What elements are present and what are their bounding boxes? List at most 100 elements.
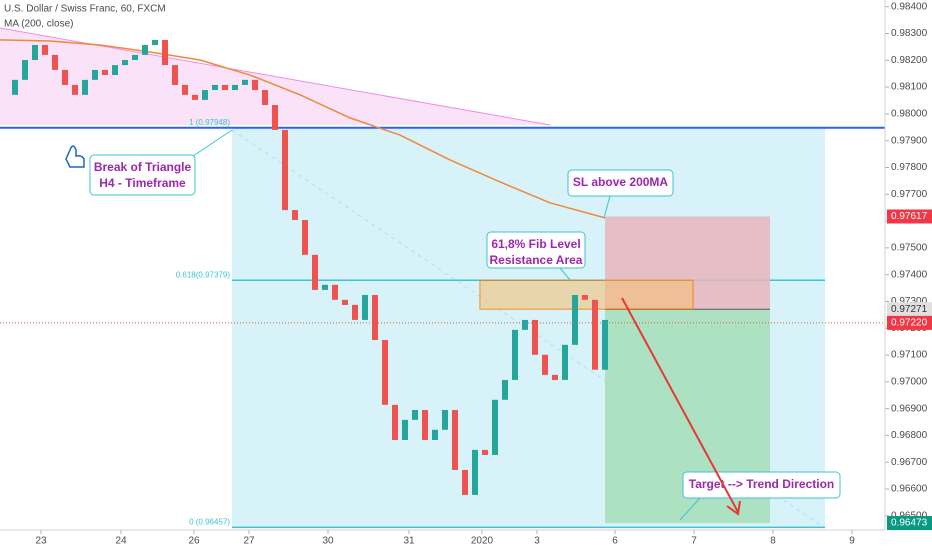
y-tick-label: 0.96800 [891,430,928,441]
candle-body [172,65,178,85]
candle-body [382,340,388,405]
price-label-bg [887,209,932,224]
y-tick-label: 0.97100 [891,350,928,361]
candle-body [232,84,238,91]
y-tick-label: 0.97300 [891,296,928,307]
resistance-zone [479,279,694,310]
candle-body [352,304,358,320]
candle-body [502,379,508,400]
callout-text: H4 - Timeframe [99,176,186,190]
y-tick-label: 0.96500 [891,510,928,521]
candle-body [572,295,578,345]
x-tick-label: 26 [188,536,200,547]
candle-body [592,299,598,370]
candle-body [242,79,248,85]
x-tick-label: 27 [243,536,255,547]
fib-label: 0.618(0.97379) [176,270,231,279]
candle-body [182,84,188,95]
x-tick-label: 30 [322,536,334,547]
price-label: 0.97220 [891,318,928,329]
candle-body [62,69,68,85]
price-label: 0.97271 [891,304,928,315]
candle-body [272,105,278,130]
candle-body [32,45,38,61]
back-layer: 1 (0.97948) 0.618(0.97379) 0 (0.96457) [0,118,885,529]
price-label-bg [887,516,932,531]
x-tick-label: 3 [534,536,540,547]
x-tick-label: 6 [612,536,618,547]
candle-body [302,219,308,255]
candle-body [562,344,568,380]
candle-body [542,354,548,375]
candle-body [332,284,338,300]
candle-body [472,449,478,495]
y-tick-label: 0.97900 [891,135,928,146]
mid-layer [0,39,608,495]
y-tick-label: 0.97700 [891,189,928,200]
candle-body [222,84,228,91]
candle-body [582,295,588,300]
price-label-bg [887,315,932,330]
y-tick-label: 0.96600 [891,484,928,495]
candle-body [402,419,408,440]
x-tick-label: 7 [691,536,697,547]
price-label: 0.96473 [891,518,928,529]
y-tick-label: 0.96700 [891,457,928,468]
candle-body [22,60,28,80]
hand-icon [65,145,85,168]
candle-body [262,90,268,106]
candle-body [442,409,448,430]
y-tick-label: 0.98000 [891,109,928,120]
y-tick-label: 0.97500 [891,242,928,253]
candle-body [512,329,518,380]
candle-body [552,374,558,380]
y-tick-label: 0.96900 [891,403,928,414]
candle-body [522,319,528,330]
x-tick-label: 8 [770,536,776,547]
candle-body [342,299,348,305]
candle-body [412,409,418,420]
x-tick-label: 23 [35,536,47,547]
candle-body [482,449,488,455]
candle-body [312,254,318,290]
candle-body [282,129,288,211]
callout-line [189,129,233,159]
y-tick-label: 0.97800 [891,162,928,173]
candle-body [362,295,368,320]
candle-body [142,45,148,55]
callout-text: Target --> Trend Direction [689,477,834,491]
y-tick-label: 0.97000 [891,376,928,387]
price-label-bg [887,302,932,317]
callout-box [682,471,841,499]
candle-body [322,284,328,290]
callout-text: Break of Triangle [94,160,192,174]
candle-body [42,45,48,55]
price-label: 0.97617 [891,211,928,222]
y-tick-label: 0.97400 [891,269,928,280]
fib-label: 0 (0.96457) [189,517,230,526]
candle-body [102,69,108,76]
y-tick-label: 0.98100 [891,82,928,93]
candle-body [492,399,498,455]
candle-body [212,84,218,91]
candle-body [122,60,128,66]
arrow-head [726,500,741,516]
candle-body [532,319,538,355]
callout-line [679,497,701,521]
candle-body [202,90,208,100]
y-tick-label: 0.98400 [891,1,928,12]
y-tick-label: 0.98200 [891,55,928,66]
candle-body [152,39,158,46]
candle-body [392,404,398,440]
callout-line [603,195,611,219]
candle-body [92,69,98,80]
x-tick-label: 9 [849,536,855,547]
callout-line [559,267,571,281]
callout-box [567,169,674,197]
candle-body [12,79,18,95]
candle-body [252,79,258,91]
candle-body [292,210,298,220]
candle-body [132,54,138,61]
candle-body [462,469,468,495]
